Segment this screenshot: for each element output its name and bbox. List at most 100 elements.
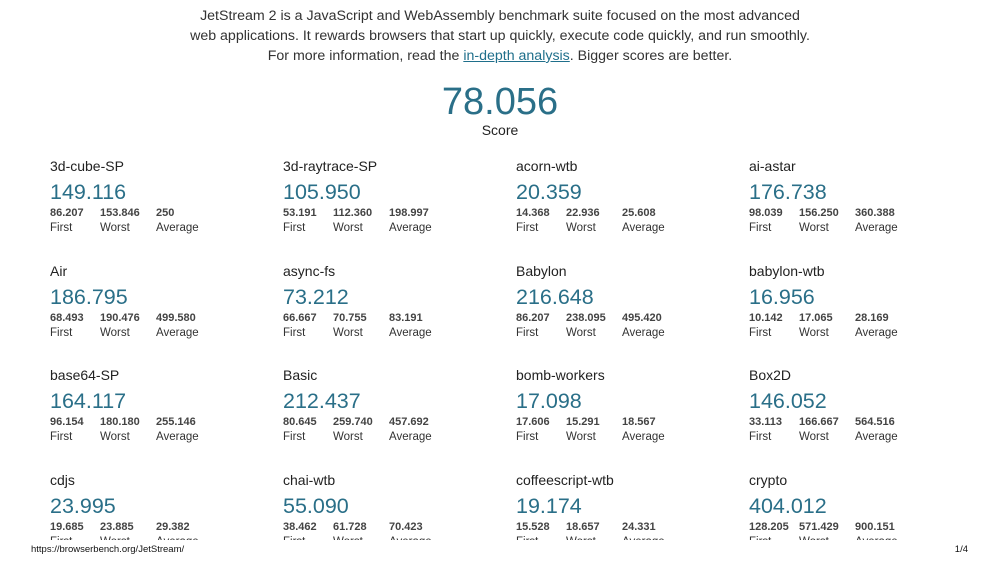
stat-worst: 17.065 Worst bbox=[799, 311, 855, 341]
benchmark-grid: 3d-cube-SP 149.116 86.207 First 153.846 Worst… bbox=[50, 158, 990, 540]
stat-first-label: First bbox=[516, 222, 539, 234]
benchmark-score: 149.116 bbox=[50, 180, 127, 204]
stat-first-value: 96.154 bbox=[50, 416, 84, 428]
stat-worst-value: 166.667 bbox=[799, 416, 839, 428]
stat-first-value: 98.039 bbox=[749, 207, 783, 219]
stat-worst: 153.846 Worst bbox=[100, 206, 156, 236]
benchmark-stats: 17.606 First 15.291 Worst 18.567 Average bbox=[516, 415, 736, 445]
benchmark-name: Basic bbox=[283, 367, 318, 383]
stat-worst-value: 190.476 bbox=[100, 312, 140, 324]
stat-first-label: First bbox=[516, 431, 539, 443]
stat-worst-label: Worst bbox=[566, 534, 622, 540]
intro-line-3: For more information, read the in-depth … bbox=[0, 46, 1000, 66]
benchmark-score: 176.738 bbox=[749, 180, 827, 204]
stat-first-label: First bbox=[283, 534, 333, 540]
stat-worst-value: 153.846 bbox=[100, 207, 140, 219]
benchmark-name: Box2D bbox=[749, 367, 792, 383]
stat-first-label: First bbox=[283, 327, 306, 339]
stat-average: 25.608 Average bbox=[622, 206, 682, 236]
benchmark-name: cdjs bbox=[50, 472, 75, 488]
stat-worst-value: 571.429 bbox=[799, 521, 839, 533]
stat-worst: 18.657Worst bbox=[566, 520, 622, 540]
benchmark-name: ai-astar bbox=[749, 158, 796, 174]
stat-average: 28.169 Average bbox=[855, 311, 915, 341]
benchmark-stats: 86.207 First 238.095 Worst 495.420 Average bbox=[516, 311, 736, 341]
benchmark-score: 23.995 bbox=[50, 494, 116, 518]
stat-worst-label: Worst bbox=[333, 534, 389, 540]
benchmark-name: 3d-raytrace-SP bbox=[283, 158, 378, 174]
benchmark-name: babylon-wtb bbox=[749, 263, 825, 279]
benchmark-card: cdjs 23.995 19.685First23.885Worst29.382Av… bbox=[50, 472, 270, 540]
stat-first-label: First bbox=[283, 431, 306, 443]
stat-first: 17.606 First bbox=[516, 415, 566, 445]
stat-average-label: Average bbox=[855, 431, 898, 443]
stat-average: 255.146 Average bbox=[156, 415, 216, 445]
stat-worst-value: 22.936 bbox=[566, 207, 600, 219]
stat-worst-value: 259.740 bbox=[333, 416, 373, 428]
stat-worst: 180.180 Worst bbox=[100, 415, 156, 445]
stat-worst: 238.095 Worst bbox=[566, 311, 622, 341]
benchmark-card: Babylon 216.648 86.207 First 238.095 Worst 495… bbox=[516, 263, 736, 363]
benchmark-card: bomb-workers 17.098 17.606 First 15.291 Worst… bbox=[516, 367, 736, 467]
stat-worst-value: 238.095 bbox=[566, 312, 606, 324]
stat-worst: 70.755 Worst bbox=[333, 311, 389, 341]
stat-average-label: Average bbox=[389, 327, 432, 339]
benchmark-name: bomb-workers bbox=[516, 367, 605, 383]
stat-first: 86.207 First bbox=[516, 311, 566, 341]
stat-first-label: First bbox=[283, 222, 306, 234]
stat-average-label: Average bbox=[389, 431, 432, 443]
stat-first-value: 19.685 bbox=[50, 521, 84, 533]
stat-average-label: Average bbox=[855, 222, 898, 234]
benchmark-stats: 98.039 First 156.250 Worst 360.388 Average bbox=[749, 206, 969, 236]
stat-first-value: 80.645 bbox=[283, 416, 317, 428]
benchmark-card: 3d-raytrace-SP 105.950 53.191 First 112.360 W… bbox=[283, 158, 503, 258]
benchmark-card: base64-SP 164.117 96.154 First 180.180 Worst 2… bbox=[50, 367, 270, 467]
stat-average: 457.692 Average bbox=[389, 415, 449, 445]
benchmark-card: babylon-wtb 16.956 10.142 First 17.065 Worst 2… bbox=[749, 263, 969, 363]
stat-first: 15.528First bbox=[516, 520, 566, 540]
stat-average-value: 360.388 bbox=[855, 207, 895, 219]
stat-average: 495.420 Average bbox=[622, 311, 682, 341]
stat-average-label: Average bbox=[855, 534, 915, 540]
stat-first: 96.154 First bbox=[50, 415, 100, 445]
stat-first: 14.368 First bbox=[516, 206, 566, 236]
footer-url: https://browserbench.org/JetStream/ bbox=[31, 544, 185, 555]
benchmark-score: 404.012 bbox=[749, 494, 827, 518]
stat-average-value: 25.608 bbox=[622, 207, 656, 219]
benchmark-card: Box2D 146.052 33.113 First 166.667 Worst 564.5… bbox=[749, 367, 969, 467]
benchmark-score: 20.359 bbox=[516, 180, 582, 204]
stat-average-value: 24.331 bbox=[622, 521, 656, 533]
stat-average-label: Average bbox=[622, 534, 682, 540]
stat-worst-label: Worst bbox=[799, 534, 855, 540]
stat-first-value: 14.368 bbox=[516, 207, 550, 219]
benchmark-card: acorn-wtb 20.359 14.368 First 22.936 Worst 25.… bbox=[516, 158, 736, 258]
stat-first-value: 38.462 bbox=[283, 521, 317, 533]
intro-text: JetStream 2 is a JavaScript and WebAssem… bbox=[0, 6, 1000, 66]
benchmark-stats: 96.154 First 180.180 Worst 255.146 Average bbox=[50, 415, 270, 445]
benchmark-stats: 33.113 First 166.667 Worst 564.516 Average bbox=[749, 415, 969, 445]
stat-average-value: 457.692 bbox=[389, 416, 429, 428]
stat-worst-label: Worst bbox=[100, 327, 130, 339]
score-value: 78.056 bbox=[441, 81, 559, 123]
stat-worst-value: 15.291 bbox=[566, 416, 600, 428]
stat-first: 86.207 First bbox=[50, 206, 100, 236]
stat-first-label: First bbox=[50, 534, 100, 540]
benchmark-card: Air 186.795 68.493 First 190.476 Worst 499.580… bbox=[50, 263, 270, 363]
stat-average: 900.151Average bbox=[855, 520, 915, 540]
benchmark-card: chai-wtb55.09038.462First61.728Worst70.4… bbox=[283, 472, 503, 540]
stat-worst: 23.885Worst bbox=[100, 520, 156, 540]
stat-first: 80.645 First bbox=[283, 415, 333, 445]
in-depth-analysis-link[interactable]: in-depth analysis bbox=[463, 48, 570, 64]
benchmark-score: 186.795 bbox=[50, 285, 128, 309]
benchmark-card: 3d-cube-SP 149.116 86.207 First 153.846 Worst… bbox=[50, 158, 270, 258]
benchmark-stats: 10.142 First 17.065 Worst 28.169 Average bbox=[749, 311, 969, 341]
benchmark-name: acorn-wtb bbox=[516, 158, 578, 174]
stat-average: 564.516 Average bbox=[855, 415, 915, 445]
stat-average-value: 564.516 bbox=[855, 416, 895, 428]
stat-average: 250 Average bbox=[156, 206, 216, 236]
stat-average: 29.382Average bbox=[156, 520, 216, 540]
stat-first: 10.142 First bbox=[749, 311, 799, 341]
benchmark-name: Air bbox=[50, 263, 68, 279]
stat-average-label: Average bbox=[156, 327, 199, 339]
stat-first: 68.493 First bbox=[50, 311, 100, 341]
